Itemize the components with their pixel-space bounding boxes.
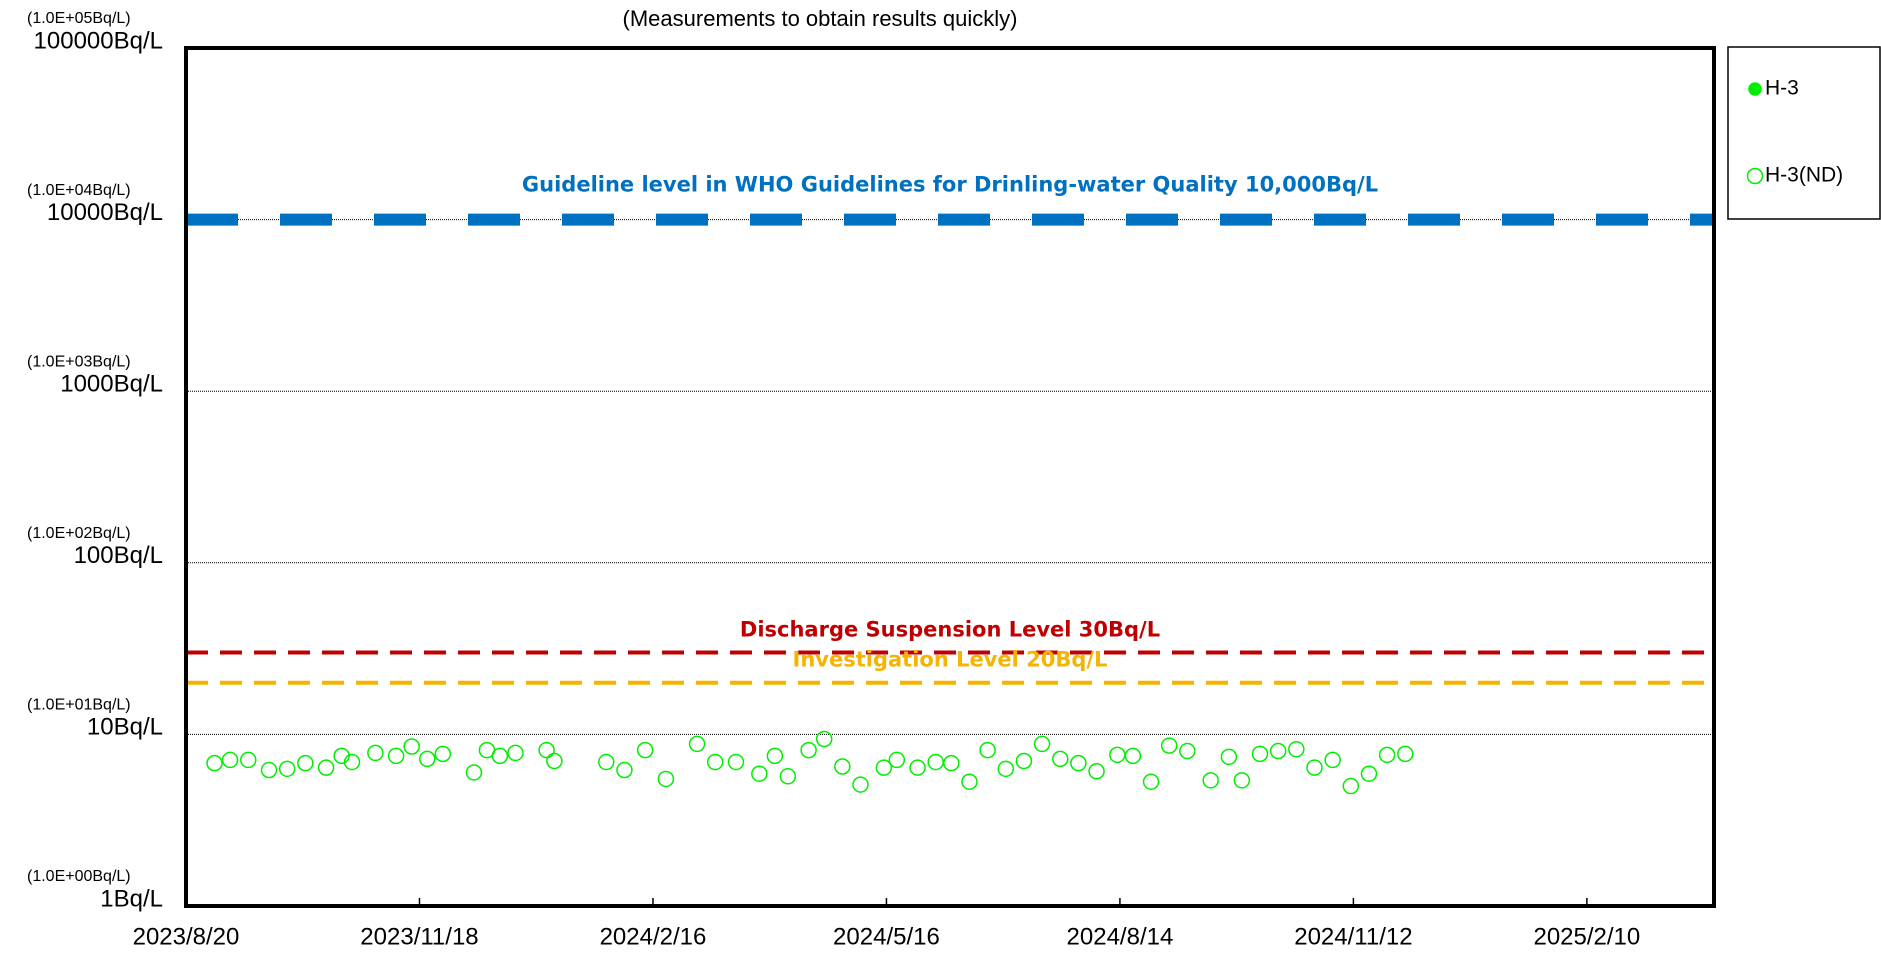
data-point [419,750,436,768]
data-point [961,773,978,790]
data-point [779,768,797,785]
data-point [1202,772,1219,789]
data-point [221,751,239,769]
data-point [616,761,633,779]
data-point [657,770,675,788]
data-point [688,735,706,753]
data-point [927,753,944,771]
data-point [706,753,724,771]
data-point [1378,746,1396,764]
data-point [834,758,851,775]
data-point [1397,745,1414,763]
y-tick-label: 10Bq/L [87,714,163,741]
x-tick-label: 2024/11/12 [1294,923,1412,950]
data-point [260,761,278,779]
data-point [636,741,654,759]
data-point [240,751,257,769]
data-point [727,753,745,771]
data-point [598,753,615,771]
data-point [367,744,384,762]
reference-label: Discharge Suspension Level 30Bq/L [740,618,1160,642]
data-point [434,745,452,763]
x-tick-label: 2024/8/14 [1067,923,1174,950]
data-point [1109,746,1126,764]
legend-marker [1746,167,1764,185]
x-tick-label: 2023/11/18 [360,923,478,950]
y-tick-sci-label: (1.0E+05Bq/L) [27,10,131,27]
data-point [206,754,223,772]
x-tick-label: 2024/2/16 [600,923,707,950]
data-point [491,747,509,765]
data-point [800,741,817,759]
data-point [1288,740,1305,758]
legend-marker [1748,82,1762,96]
data-point [1179,742,1196,760]
data-point [943,754,960,772]
y-tick-sci-label: (1.0E+01Bq/L) [27,697,131,714]
data-point [297,754,314,772]
data-point [1269,742,1287,760]
plot-frame [184,46,1716,908]
data-point [1251,745,1269,763]
data-point [1220,748,1238,766]
data-point [1360,765,1378,782]
data-point [852,776,869,793]
data-point [278,760,296,778]
data-point [1052,750,1069,768]
data-point [1233,772,1251,789]
data-point [875,759,893,776]
data-point [1142,773,1160,790]
data-point [317,759,335,776]
data-point [1324,751,1341,769]
data-point [751,765,768,782]
data-point [1088,762,1105,780]
data-point [1015,752,1033,770]
x-tick-label: 2024/5/16 [833,923,940,950]
y-tick-label: 100000Bq/L [34,27,163,54]
y-tick-label: 10000Bq/L [47,199,163,226]
legend-label: H-3 [1765,77,1799,100]
data-point [507,744,524,762]
data-point [465,764,483,781]
data-point [1306,759,1323,776]
data-point [888,751,906,769]
y-tick-sci-label: (1.0E+00Bq/L) [27,868,131,885]
y-tick-sci-label: (1.0E+04Bq/L) [27,182,131,199]
reference-label: Guideline level in WHO Guidelines for Dr… [522,173,1378,197]
data-point [909,759,926,776]
data-point [546,752,563,770]
data-point [343,753,361,771]
chart-subtitle: (Measurements to obtain results quickly) [623,6,1018,31]
data-point [403,738,420,755]
y-tick-sci-label: (1.0E+03Bq/L) [27,353,131,370]
data-point [766,747,784,765]
y-tick-label: 1000Bq/L [60,371,163,398]
y-tick-sci-label: (1.0E+02Bq/L) [27,525,131,542]
x-tick-label: 2023/8/20 [133,923,240,950]
reference-label: Investigation Level 20Bq/L [793,648,1108,672]
data-point [538,741,555,759]
data-point [1070,754,1087,772]
y-tick-label: 100Bq/L [74,542,163,569]
y-tick-label: 1Bq/L [100,885,163,912]
data-point [1124,747,1142,765]
data-point [1160,737,1178,754]
legend-label: H-3(ND) [1765,164,1843,187]
legend-box [1727,46,1881,220]
data-point [979,741,996,759]
x-tick-label: 2025/2/10 [1533,923,1640,950]
data-point [1342,777,1360,795]
data-point [387,747,405,765]
data-point [815,730,833,748]
data-point [997,760,1015,778]
data-point [1033,735,1051,753]
